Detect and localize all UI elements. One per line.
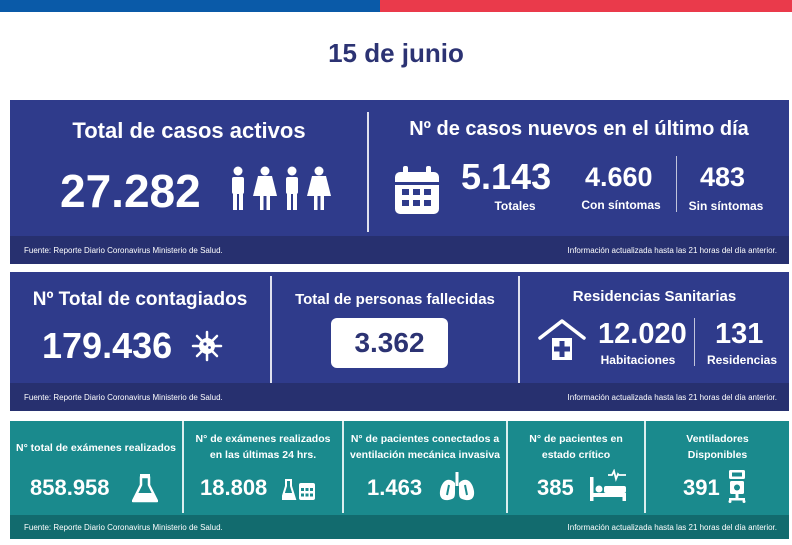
examenes-value: 858.958 xyxy=(30,475,110,500)
residencias-count-label: Residencias xyxy=(706,353,778,367)
residencias-count-value: 131 xyxy=(715,318,764,350)
fallecidos-title: Total de personas fallecidas xyxy=(295,291,495,308)
panel1-footer: Fuente: Reporte Diario Coronavirus Minis… xyxy=(10,236,789,264)
top-color-bar xyxy=(0,0,792,12)
contagiados-title: Nº Total de contagiados xyxy=(32,289,248,310)
footer-source: Fuente: Reporte Diario Coronavirus Minis… xyxy=(24,393,223,402)
nuevos-totales-value: 5.143 xyxy=(461,156,552,197)
contagiados-value: 179.436 xyxy=(42,325,173,366)
footer-info: Información actualizada hasta las 21 hor… xyxy=(567,246,777,255)
panel3-divider-1 xyxy=(182,421,184,513)
footer-source: Fuente: Reporte Diario Coronavirus Minis… xyxy=(24,523,223,532)
hospital-bed-icon xyxy=(590,469,626,501)
panel3-divider-2 xyxy=(342,421,344,513)
examenes24-title-line2: en las últimas 24 hrs. xyxy=(209,449,317,461)
ventiladores-title-line1: Ventiladores xyxy=(686,433,749,445)
panel2-divider-1 xyxy=(270,276,272,384)
page-date: 15 de junio xyxy=(328,38,464,68)
panel-casos: Total de casos activos 27.282 Nº de caso… xyxy=(10,100,789,264)
nuevos-totales-label: Totales xyxy=(494,199,536,213)
panel2-footer: Fuente: Reporte Diario Coronavirus Minis… xyxy=(10,383,789,411)
people-icon xyxy=(232,166,331,210)
panel3-footer: Fuente: Reporte Diario Coronavirus Minis… xyxy=(10,515,789,539)
fallecidos-value: 3.362 xyxy=(331,318,448,368)
calendar-icon xyxy=(395,166,439,214)
ventilacion-title-line2: ventilación mecánica invasiva xyxy=(350,449,500,461)
nuevos-sin-value: 483 xyxy=(700,162,746,192)
ventiladores-value: 391 xyxy=(683,475,720,500)
flask-icon xyxy=(132,474,158,503)
critico-title-line2: estado crítico xyxy=(541,449,611,461)
activos-title: Total de casos activos xyxy=(72,118,306,143)
ventilator-icon xyxy=(728,470,746,503)
ventiladores-title-line2: Disponibles xyxy=(687,449,748,461)
ventilacion-value: 1.463 xyxy=(367,475,423,500)
lungs-icon xyxy=(439,472,475,501)
nuevos-title: Nº de casos nuevos en el último día xyxy=(409,118,749,140)
virus-icon xyxy=(191,330,223,362)
house-medical-icon xyxy=(538,319,586,360)
footer-info: Información actualizada hasta las 21 hor… xyxy=(567,523,777,532)
top-bar-blue xyxy=(0,0,380,12)
flask-calendar-icon xyxy=(282,479,315,500)
critico-value: 385 xyxy=(537,475,574,500)
activos-value: 27.282 xyxy=(60,165,201,217)
nuevos-divider xyxy=(676,156,677,212)
nuevos-con-value: 4.660 xyxy=(585,162,653,192)
examenes24-value: 18.808 xyxy=(200,475,268,500)
footer-source: Fuente: Reporte Diario Coronavirus Minis… xyxy=(24,246,223,255)
examenes-title: N° total de exámenes realizados xyxy=(15,442,176,454)
residencias-title: Residencias Sanitarias xyxy=(572,288,737,305)
critico-title-line1: N° de pacientes en xyxy=(529,433,623,445)
panel3-divider-4 xyxy=(644,421,646,513)
panel1-divider xyxy=(367,112,369,232)
panel2-divider-2 xyxy=(518,276,520,384)
top-bar-red xyxy=(380,0,792,12)
panel-totales: Nº Total de contagiados 179.436 Total de… xyxy=(10,272,789,411)
residencias-habitaciones-value: 12.020 xyxy=(598,318,687,350)
residencias-divider xyxy=(694,318,695,366)
footer-info: Información actualizada hasta las 21 hor… xyxy=(567,393,777,402)
residencias-habitaciones-label: Habitaciones xyxy=(600,353,676,367)
panel-hospitalario: N° total de exámenes realizados 858.958 … xyxy=(10,421,789,539)
panel3-divider-3 xyxy=(506,421,508,513)
examenes24-title-line1: N° de exámenes realizados xyxy=(195,433,331,445)
nuevos-con-label: Con síntomas xyxy=(581,198,661,212)
ventilacion-title-line1: N° de pacientes conectados a xyxy=(350,433,500,445)
nuevos-sin-label: Sin síntomas xyxy=(688,199,764,213)
